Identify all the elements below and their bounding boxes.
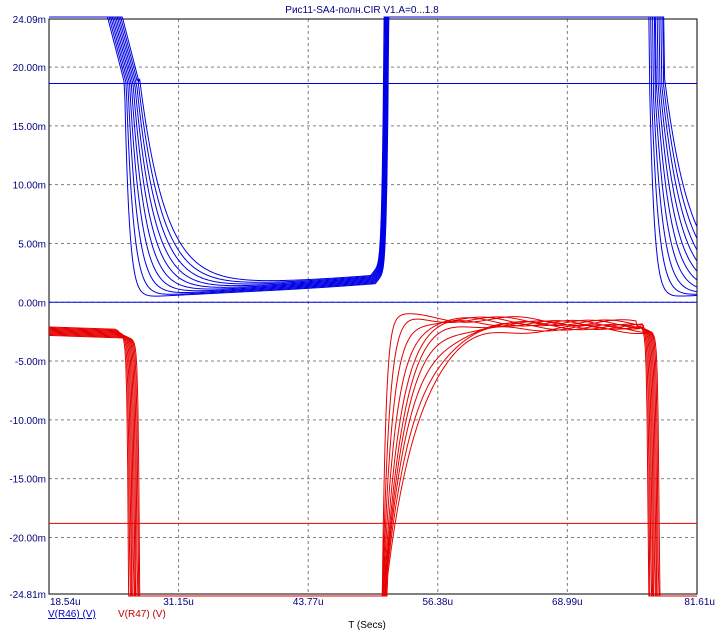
series-r46-sweep xyxy=(49,16,698,292)
series-r47-sweep xyxy=(48,320,697,597)
legend-entry-r47[interactable]: V(R47) (V) xyxy=(118,609,166,620)
x-tick-labels: 18.54u 31.15u 43.77u 56.38u 68.99u 81.61u xyxy=(50,597,715,608)
x-tick-label: 43.77u xyxy=(293,597,324,608)
x-tick-label: 18.54u xyxy=(50,597,81,608)
series-r47-sweep xyxy=(48,324,697,597)
y-tick-label: -24.81m xyxy=(9,590,46,601)
y-tick-label: 0.00m xyxy=(18,298,46,309)
plot-frame xyxy=(48,18,698,595)
series-r47-sweep xyxy=(48,316,697,597)
x-axis-label: T (Secs) xyxy=(348,620,386,631)
y-tick-label: -20.00m xyxy=(9,533,46,544)
y-tick-label: -15.00m xyxy=(9,475,46,486)
series-r47-sweep xyxy=(48,322,697,597)
y-tick-label: -5.00m xyxy=(15,357,46,368)
x-tick-label: 81.61u xyxy=(684,597,715,608)
y-tick-labels: 24.09m 20.00m 15.00m 10.00m 5.00m 0.00m -5.00m… xyxy=(9,15,46,601)
series-r46-sweep xyxy=(49,16,698,282)
series-r47-sweep xyxy=(48,317,697,597)
series-r46-sweep xyxy=(49,16,698,290)
chart-title: Рис11-SA4-полн.CIR V1.A=0...1.8 xyxy=(285,5,439,16)
series-r47-sweep xyxy=(48,324,697,597)
x-tick-label: 56.38u xyxy=(422,597,453,608)
y-tick-label: 24.09m xyxy=(13,15,46,26)
x-tick-label: 31.15u xyxy=(163,597,194,608)
legend-entry-r46[interactable]: V(R46) (V) xyxy=(48,609,96,620)
series-layer xyxy=(48,16,698,597)
y-tick-label: 10.00m xyxy=(13,181,46,192)
y-tick-label: 20.00m xyxy=(13,63,46,74)
x-tick-label: 68.99u xyxy=(552,597,583,608)
y-tick-label: 15.00m xyxy=(13,122,46,133)
series-r47-sweep xyxy=(48,313,697,597)
grid xyxy=(49,19,697,594)
series-r46-sweep xyxy=(49,16,698,294)
series-r47-sweep xyxy=(48,316,697,597)
series-r46-sweep xyxy=(49,16,698,288)
reference-lines xyxy=(49,83,697,524)
series-r47-sweep xyxy=(48,320,697,597)
series-r47-sweep xyxy=(48,321,697,597)
y-tick-label: 5.00m xyxy=(18,239,46,250)
series-r46-sweep xyxy=(49,16,698,287)
y-tick-label: -10.00m xyxy=(9,416,46,427)
